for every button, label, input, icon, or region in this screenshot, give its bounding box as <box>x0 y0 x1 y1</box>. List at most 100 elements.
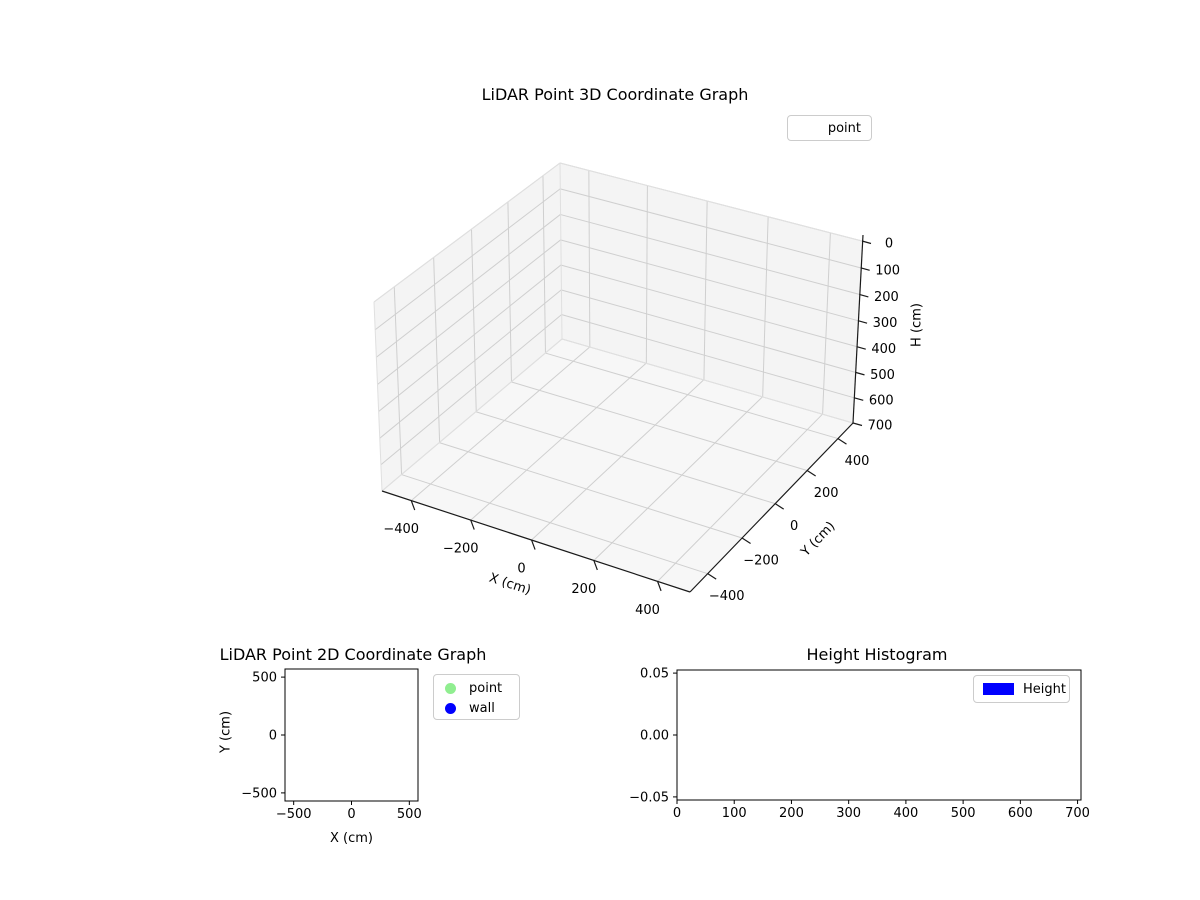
grid-z-left <box>379 289 562 439</box>
x-tick-label: −200 <box>443 542 479 557</box>
grid-x-wall <box>822 232 831 415</box>
x-tick-label: 400 <box>893 806 918 821</box>
pane-edge <box>373 162 561 303</box>
grid-x-floor <box>410 346 591 501</box>
y-tick-label: 400 <box>845 454 870 469</box>
z-tick-label: 400 <box>871 342 896 357</box>
legend-label-height: Height <box>1023 681 1066 697</box>
grid-y-floor <box>439 442 743 539</box>
grid-x-wall <box>645 185 648 364</box>
grid-z-left <box>380 314 563 466</box>
grid-x-wall <box>703 200 708 380</box>
x-tick-label: −400 <box>383 522 419 537</box>
x-tick <box>531 539 536 550</box>
plot2d-title: LiDAR Point 2D Coordinate Graph <box>219 645 487 664</box>
x-axis-label: X (cm) <box>330 831 373 846</box>
grid-z-right <box>561 264 857 348</box>
grid-y-wall <box>433 257 441 443</box>
y-tick-label: −500 <box>241 786 277 801</box>
plot2d-box <box>284 668 419 802</box>
x-axis-line <box>381 490 691 593</box>
z-tick <box>860 267 870 271</box>
grid-y-wall <box>470 229 477 412</box>
grid-y-wall <box>393 286 403 475</box>
legend-entry-wall: wall <box>434 698 519 718</box>
y-axis-label: Y (cm) <box>798 519 839 560</box>
z-tick <box>861 240 872 245</box>
x-tick-label: 700 <box>1065 806 1090 821</box>
x-axis-label: X (cm) <box>487 571 533 599</box>
x-tick-label: 0 <box>347 807 355 822</box>
grid-y-floor <box>511 381 808 472</box>
grid-x-wall <box>588 170 591 348</box>
z-axis-line <box>852 234 864 424</box>
z-tick-label: 700 <box>868 419 893 434</box>
grid-z-left <box>376 213 561 358</box>
z-tick-label: 100 <box>875 263 900 278</box>
grid-x-wall <box>762 216 769 397</box>
y-tick-label: 0.05 <box>640 667 669 682</box>
pane-edge <box>559 162 563 340</box>
y-axis-line <box>689 422 854 593</box>
grid-y-floor <box>401 474 708 575</box>
x-tick-label: 400 <box>635 603 660 618</box>
z-tick-label: 600 <box>869 393 894 408</box>
y-tick <box>774 503 785 510</box>
x-tick <box>410 500 416 511</box>
x-tick-label: 0 <box>673 806 681 821</box>
z-tick-label: 500 <box>870 368 895 383</box>
grid-z-right <box>560 188 861 269</box>
point-marker-swatch <box>445 682 456 694</box>
grid-x-floor <box>470 362 647 521</box>
grid-x-floor <box>593 396 763 561</box>
x-tick <box>470 519 475 530</box>
legend-label-point: point <box>827 120 861 136</box>
grid-z-right <box>561 289 856 373</box>
pane-right <box>560 163 862 423</box>
y-tick-label: 500 <box>252 671 277 686</box>
x-tick <box>593 560 598 571</box>
x-tick-label: 100 <box>722 806 747 821</box>
grid-x-floor <box>657 413 823 582</box>
z-axis-label: H (cm) <box>910 303 925 347</box>
pane-floor <box>382 339 853 592</box>
y-tick <box>707 573 717 580</box>
histogram-legend: Height <box>973 675 1070 703</box>
x-tick-label: 200 <box>571 582 596 597</box>
x-tick <box>657 581 662 592</box>
grid-z-left <box>374 188 561 331</box>
x-tick-label: 0 <box>517 562 525 577</box>
grid-z-left <box>377 239 562 385</box>
z-tick <box>859 293 869 298</box>
y-tick <box>806 470 816 477</box>
grid-z-right <box>560 239 859 322</box>
y-tick <box>837 438 847 445</box>
z-tick-label: 300 <box>873 316 898 331</box>
grid-y-wall <box>507 201 512 382</box>
y-axis-label: Y (cm) <box>219 711 234 754</box>
z-tick-label: 0 <box>885 237 893 252</box>
y-tick-label: −0.05 <box>629 790 669 805</box>
z-tick <box>856 346 866 350</box>
x-tick-label: 200 <box>779 806 804 821</box>
x-tick-label: 500 <box>951 806 976 821</box>
grid-z-right <box>560 214 860 295</box>
legend-blank-handle <box>796 123 822 133</box>
x-tick-label: −500 <box>276 807 312 822</box>
x-tick-label: 500 <box>397 807 422 822</box>
grid-z-left <box>378 264 562 412</box>
plot3d-legend: point <box>787 115 872 141</box>
y-tick-label: −200 <box>743 554 779 569</box>
y-tick-label: 200 <box>814 486 839 501</box>
pane-edge <box>381 338 563 492</box>
y-tick-label: 0 <box>269 729 277 744</box>
y-tick-label: 0.00 <box>640 729 669 744</box>
x-tick-label: 600 <box>1008 806 1033 821</box>
plot3d-title: LiDAR Point 3D Coordinate Graph <box>481 85 749 104</box>
pane-edge <box>561 338 854 424</box>
z-tick <box>852 422 863 427</box>
pane-edge <box>373 301 383 492</box>
x-tick-label: 300 <box>836 806 861 821</box>
